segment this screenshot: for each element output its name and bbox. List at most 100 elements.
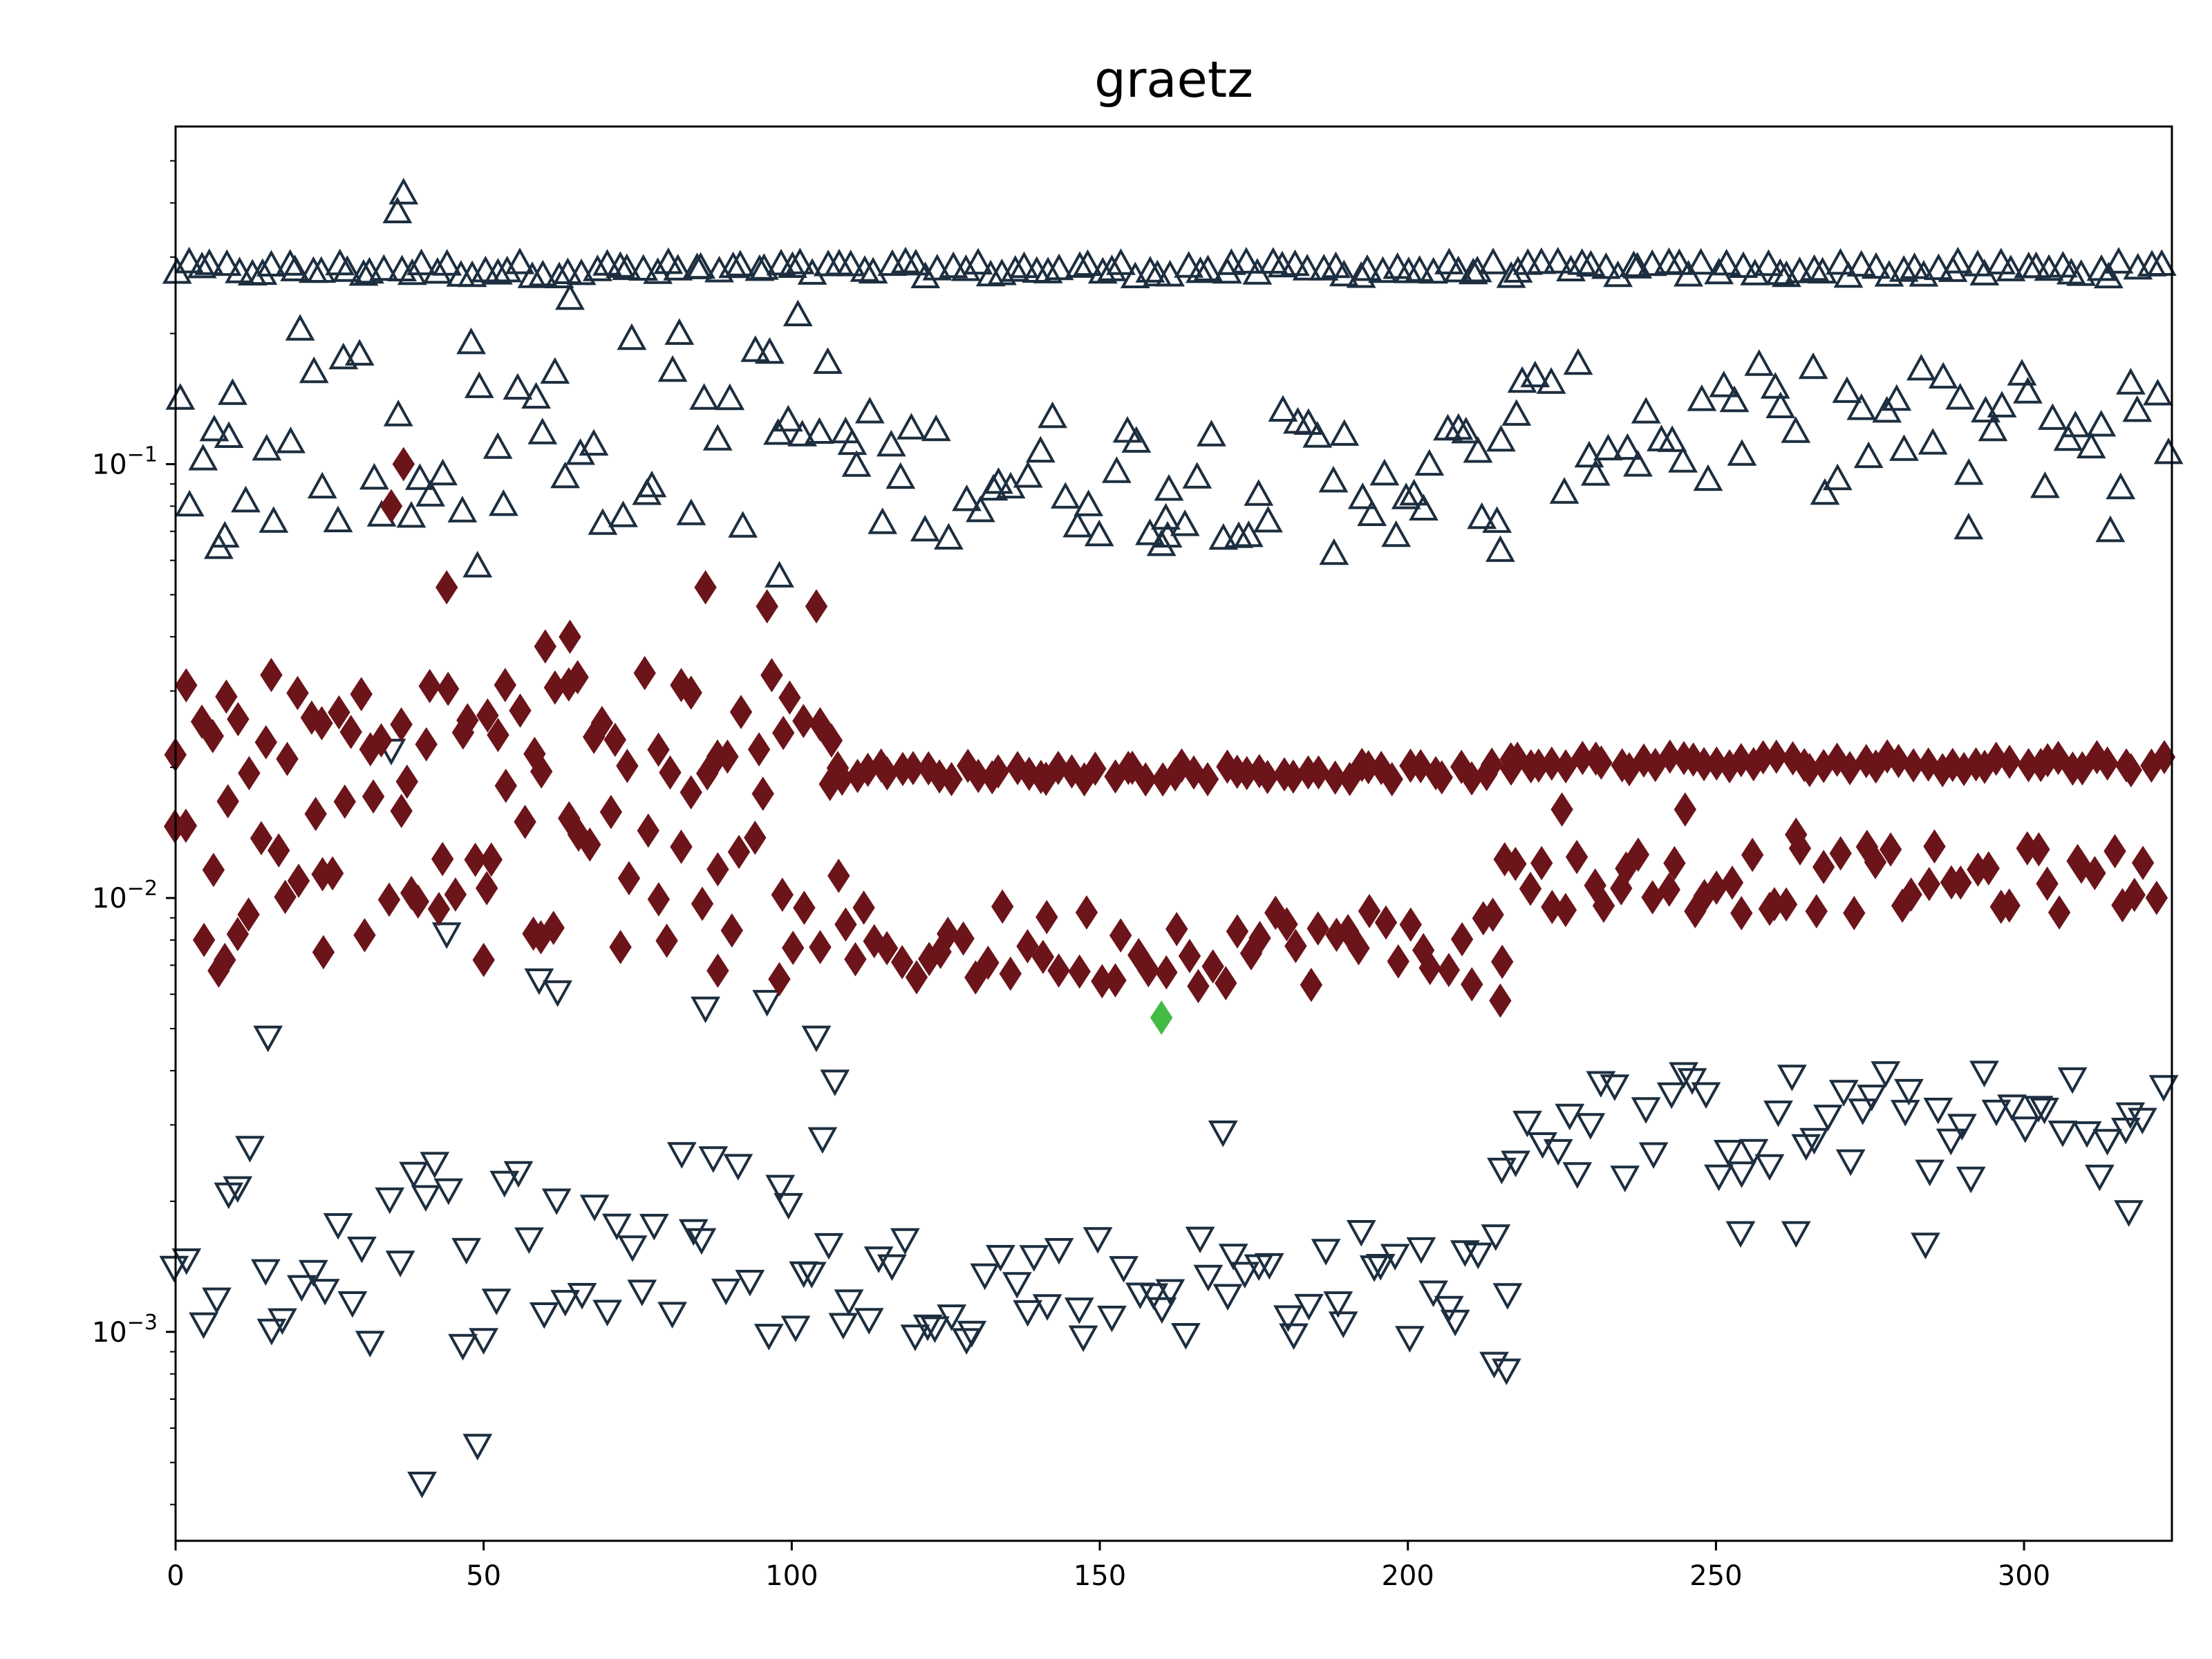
diamond-marker bbox=[464, 842, 487, 877]
upper-triangle-marker bbox=[2021, 251, 2051, 279]
upper-triangle-marker bbox=[1405, 255, 1434, 282]
diamond-marker bbox=[566, 659, 589, 695]
upper-triangle-marker bbox=[952, 484, 982, 512]
diamond-marker bbox=[991, 889, 1014, 924]
y-tick-label: 10−2 bbox=[92, 877, 158, 915]
upper-triangle-marker bbox=[592, 249, 622, 276]
upper-triangle-marker bbox=[285, 314, 315, 341]
upper-triangle-marker bbox=[664, 318, 695, 345]
lower-triangle-marker bbox=[1328, 1311, 1358, 1338]
lower-triangle-marker bbox=[1068, 1325, 1098, 1353]
diamond-marker bbox=[1016, 929, 1039, 964]
upper-triangle-marker bbox=[2056, 257, 2086, 285]
lower-triangle-marker bbox=[451, 1237, 482, 1265]
upper-triangle-marker bbox=[1217, 248, 1246, 275]
lower-triangle-marker bbox=[407, 1472, 437, 1499]
diamond-marker bbox=[1590, 745, 1613, 780]
diamond-marker bbox=[1584, 868, 1606, 903]
upper-triangle-marker bbox=[1704, 257, 1734, 285]
lower-triangle-marker bbox=[686, 1228, 717, 1255]
lower-triangle-marker bbox=[801, 1025, 832, 1053]
upper-triangle-marker bbox=[1062, 510, 1093, 538]
lower-triangle-marker bbox=[1311, 1239, 1341, 1266]
diamond-marker bbox=[647, 882, 671, 917]
diamond-marker bbox=[1504, 846, 1527, 881]
lower-triangle-marker bbox=[399, 1161, 429, 1189]
diamond-marker bbox=[706, 953, 729, 988]
upper-triangle-marker bbox=[1740, 259, 1770, 285]
lower-triangle-marker bbox=[1813, 1105, 1843, 1132]
upper-triangle-marker bbox=[1009, 251, 1039, 279]
upper-triangle-marker bbox=[1280, 249, 1310, 276]
x-tick-label: 50 bbox=[466, 1560, 501, 1592]
diamond-marker bbox=[494, 768, 517, 803]
lower-triangle-marker bbox=[503, 1161, 534, 1188]
upper-triangle-marker bbox=[1293, 408, 1324, 435]
upper-triangle-marker bbox=[464, 371, 494, 398]
lower-triangle-marker bbox=[214, 1182, 244, 1210]
upper-triangle-marker bbox=[174, 489, 205, 517]
lower-triangle-marker bbox=[1479, 1351, 1509, 1379]
upper-triangle-marker bbox=[1924, 253, 1953, 281]
upper-triangle-marker bbox=[782, 299, 813, 326]
upper-triangle-marker bbox=[1391, 482, 1421, 509]
upper-triangle-marker bbox=[1826, 247, 1855, 275]
upper-triangle-marker bbox=[1501, 399, 1532, 426]
lower-triangle-marker bbox=[698, 1146, 729, 1173]
upper-triangle-marker bbox=[858, 256, 888, 284]
diamond-marker bbox=[1178, 939, 1201, 973]
plot-frame bbox=[174, 125, 2173, 1542]
diamond-marker bbox=[1284, 928, 1307, 964]
upper-triangle-marker bbox=[1613, 433, 1642, 460]
lower-triangle-marker bbox=[1799, 1127, 1829, 1155]
diamond-marker bbox=[1137, 953, 1160, 988]
diamond-marker bbox=[514, 805, 536, 839]
upper-triangle-marker bbox=[1302, 421, 1333, 448]
upper-triangle-marker bbox=[527, 418, 558, 444]
upper-triangle-marker bbox=[1381, 520, 1412, 547]
diamond-marker bbox=[1565, 839, 1588, 874]
diamond-marker bbox=[415, 727, 438, 762]
upper-triangle-marker bbox=[1846, 250, 1877, 277]
upper-triangle-marker bbox=[2076, 431, 2106, 459]
upper-triangle-marker bbox=[1781, 416, 1811, 443]
upper-triangle-marker bbox=[1319, 538, 1349, 565]
upper-triangle-marker bbox=[1486, 424, 1516, 452]
diamond-marker bbox=[999, 956, 1022, 991]
upper-triangle-marker bbox=[1853, 441, 1884, 469]
upper-triangle-marker bbox=[854, 396, 885, 424]
upper-triangle-marker bbox=[457, 260, 487, 288]
upper-triangle-marker bbox=[332, 255, 362, 282]
diamond-marker bbox=[1530, 845, 1553, 881]
diamond-marker bbox=[2131, 845, 2155, 881]
diamond-marker bbox=[647, 732, 670, 767]
upper-triangle-marker bbox=[1347, 482, 1378, 509]
upper-triangle-marker bbox=[897, 413, 926, 440]
upper-triangle-marker bbox=[1467, 502, 1497, 529]
diamond-marker bbox=[1187, 968, 1210, 1004]
diamond-marker bbox=[286, 675, 309, 711]
diamond-marker bbox=[1864, 845, 1887, 880]
lower-triangle-marker bbox=[2023, 1096, 2054, 1123]
lower-triangle-marker bbox=[268, 1308, 297, 1335]
upper-triangle-marker bbox=[328, 342, 359, 370]
lower-triangle-marker bbox=[1273, 1305, 1303, 1332]
upper-triangle-marker bbox=[637, 470, 667, 498]
y-tick-label: 10−3 bbox=[92, 1311, 158, 1349]
lower-triangle-marker bbox=[1969, 1060, 1999, 1088]
upper-triangle-marker bbox=[813, 347, 843, 374]
lower-triangle-marker bbox=[1600, 1074, 1630, 1101]
upper-triangle-marker bbox=[209, 521, 240, 548]
diamond-marker bbox=[427, 892, 451, 926]
upper-triangle-marker bbox=[728, 511, 758, 538]
lower-triangle-marker bbox=[2010, 1116, 2041, 1143]
upper-triangle-marker bbox=[606, 251, 635, 278]
upper-triangle-marker bbox=[1038, 401, 1067, 429]
lower-triangle-marker bbox=[1555, 1103, 1585, 1131]
upper-triangle-marker bbox=[1593, 433, 1623, 460]
lower-triangle-marker bbox=[2115, 1102, 2146, 1130]
diamond-marker bbox=[274, 879, 297, 915]
diamond-marker bbox=[216, 784, 239, 819]
upper-triangle-marker bbox=[1918, 428, 1948, 455]
y-axis: 10−3 10−2 10−1 bbox=[92, 160, 176, 1506]
